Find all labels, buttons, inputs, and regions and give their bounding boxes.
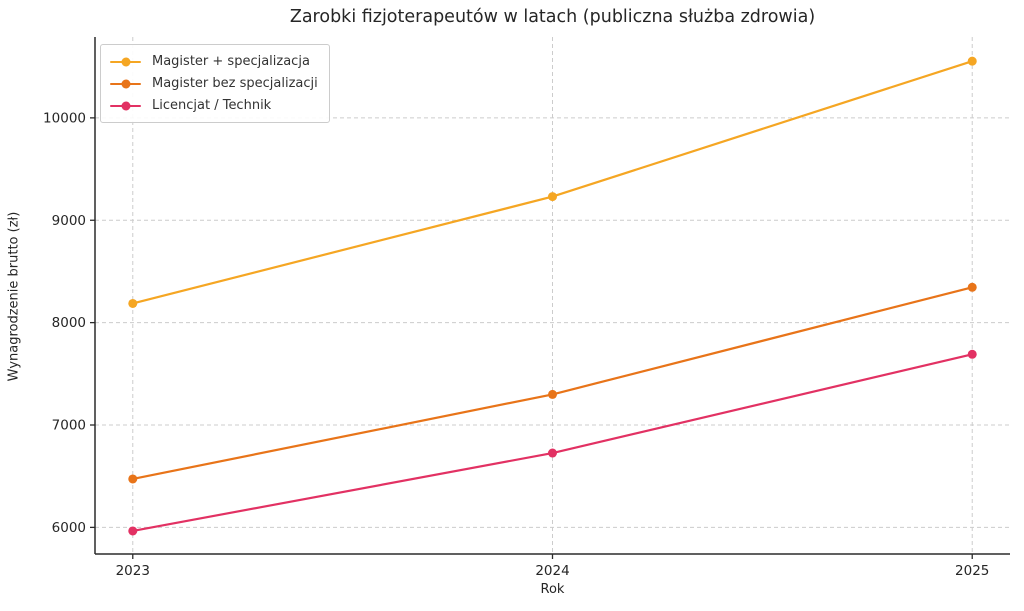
data-point-marker <box>128 474 138 484</box>
legend-item: Magister + specjalizacja <box>110 52 318 71</box>
legend-item: Licencjat / Technik <box>110 96 318 115</box>
y-tick-label: 9000 <box>52 213 86 229</box>
x-tick-label: 2023 <box>116 563 150 579</box>
y-tick-label: 10000 <box>43 110 86 126</box>
x-tick-label: 2024 <box>535 563 569 579</box>
data-point-marker <box>967 282 977 292</box>
legend-line-marker-icon <box>110 79 141 89</box>
x-axis-label: Rok <box>540 582 565 597</box>
legend-dot <box>121 79 130 88</box>
legend-dot <box>121 57 130 66</box>
data-point-marker <box>548 448 557 458</box>
data-point-marker <box>548 389 557 399</box>
legend-line-marker-icon <box>110 57 141 67</box>
legend-line-marker-icon <box>110 101 141 111</box>
legend-item-label: Magister + specjalizacja <box>152 54 310 69</box>
legend-item: Magister bez specjalizacji <box>110 74 318 93</box>
x-tick-label: 2025 <box>955 563 989 579</box>
y-tick-label: 6000 <box>52 520 86 536</box>
y-tick-label: 8000 <box>52 315 86 331</box>
legend-item-label: Magister bez specjalizacji <box>152 76 318 91</box>
data-point-marker <box>128 526 138 536</box>
data-point-marker <box>128 298 138 308</box>
data-point-marker <box>548 192 557 202</box>
legend-item-label: Licencjat / Technik <box>152 98 272 113</box>
legend-dot <box>121 101 130 110</box>
y-tick-label: 7000 <box>52 418 86 434</box>
legend: Magister + specjalizacja Magister bez spe… <box>100 44 330 123</box>
chart-title: Zarobki fizjoterapeutów w latach (public… <box>289 7 816 27</box>
data-point-marker <box>967 349 977 359</box>
data-point-marker <box>967 56 977 66</box>
